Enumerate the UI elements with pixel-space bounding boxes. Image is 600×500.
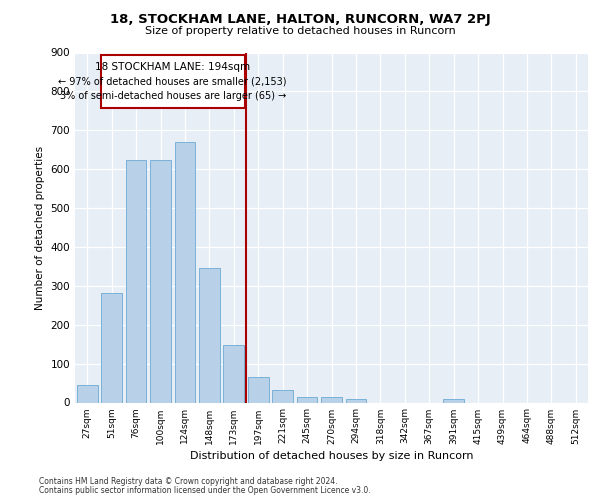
Bar [223, 345, 244, 403]
Text: 18 STOCKHAM LANE: 194sqm: 18 STOCKHAM LANE: 194sqm [95, 62, 250, 72]
Bar [101, 293, 122, 403]
Text: 18, STOCKHAM LANE, HALTON, RUNCORN, WA7 2PJ: 18, STOCKHAM LANE, HALTON, RUNCORN, WA7 … [110, 12, 490, 26]
Bar [175, 142, 196, 403]
Bar [125, 160, 146, 402]
X-axis label: Distribution of detached houses by size in Runcorn: Distribution of detached houses by size … [190, 450, 473, 460]
Y-axis label: Number of detached properties: Number of detached properties [35, 146, 45, 310]
Text: Size of property relative to detached houses in Runcorn: Size of property relative to detached ho… [145, 26, 455, 36]
Text: 3% of semi-detached houses are larger (65) →: 3% of semi-detached houses are larger (6… [59, 91, 286, 101]
Bar [346, 398, 367, 402]
Text: Contains HM Land Registry data © Crown copyright and database right 2024.: Contains HM Land Registry data © Crown c… [39, 477, 337, 486]
Bar [321, 398, 342, 402]
Bar [150, 160, 171, 402]
Text: Contains public sector information licensed under the Open Government Licence v3: Contains public sector information licen… [39, 486, 371, 495]
FancyBboxPatch shape [101, 55, 245, 108]
Bar [296, 397, 317, 402]
Bar [199, 268, 220, 402]
Bar [248, 377, 269, 402]
Bar [443, 398, 464, 402]
Bar [272, 390, 293, 402]
Bar [77, 384, 98, 402]
Text: ← 97% of detached houses are smaller (2,153): ← 97% of detached houses are smaller (2,… [58, 76, 287, 86]
